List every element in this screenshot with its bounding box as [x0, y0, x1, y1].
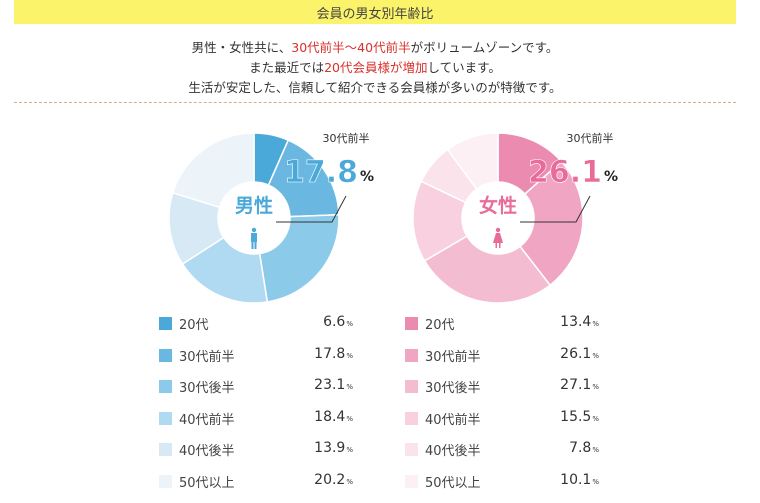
- male-legend-label: 40代前半: [179, 409, 235, 428]
- male-legend-value: 6.6%: [323, 314, 353, 330]
- female-legend-value: 15.5%: [560, 409, 599, 425]
- female-legend-label: 50代以上: [425, 472, 481, 491]
- female-legend-swatch: [405, 349, 418, 362]
- female-center-label: 女性: [479, 194, 517, 217]
- female-legend-label: 20代: [425, 314, 455, 333]
- female-legend-label: 30代後半: [425, 377, 481, 396]
- male-legend-label: 30代前半: [179, 346, 235, 365]
- male-legend-label: 20代: [179, 314, 209, 333]
- male-callout-unit: %: [360, 169, 374, 185]
- male-legend-swatch: [159, 349, 172, 362]
- male-legend-row: 30代後半 23.1%: [159, 377, 359, 409]
- female-legend-row: 20代 13.4%: [405, 314, 605, 346]
- male-legend-value: 23.1%: [314, 377, 353, 393]
- female-legend-row: 30代前半 26.1%: [405, 346, 605, 378]
- male-legend-label: 40代後半: [179, 440, 235, 459]
- female-donut-chart: 女性 30代前半 26.1%: [413, 131, 618, 303]
- male-center-label: 男性: [235, 194, 273, 217]
- male-callout-label: 30代前半: [323, 131, 370, 145]
- female-legend-value: 7.8%: [569, 440, 599, 456]
- male-legend-row: 50代以上 20.2%: [159, 472, 359, 503]
- female-legend-swatch: [405, 443, 418, 456]
- female-legend-swatch: [405, 317, 418, 330]
- male-donut-chart: 男性 30代前半 17.8%: [169, 131, 374, 303]
- female-legend-row: 30代後半 27.1%: [405, 377, 605, 409]
- male-legend-value: 13.9%: [314, 440, 353, 456]
- female-legend-value: 27.1%: [560, 377, 599, 393]
- male-legend-swatch: [159, 317, 172, 330]
- male-callout-value: 17.8: [284, 155, 358, 190]
- male-donut-hole: [218, 182, 290, 254]
- female-legend-label: 40代前半: [425, 409, 481, 428]
- female-legend-swatch: [405, 380, 418, 393]
- male-legend-row: 40代後半 13.9%: [159, 440, 359, 472]
- female-legend-swatch: [405, 475, 418, 488]
- male-legend-swatch: [159, 475, 172, 488]
- female-legend-row: 40代前半 15.5%: [405, 409, 605, 441]
- female-donut-hole: [462, 182, 534, 254]
- female-legend-row: 40代後半 7.8%: [405, 440, 605, 472]
- male-legend-swatch: [159, 380, 172, 393]
- male-legend-row: 20代 6.6%: [159, 314, 359, 346]
- female-legend-label: 40代後半: [425, 440, 481, 459]
- male-legend-value: 17.8%: [314, 346, 353, 362]
- female-legend-swatch: [405, 412, 418, 425]
- male-legend-swatch: [159, 443, 172, 456]
- female-callout-value: 26.1: [528, 155, 602, 190]
- female-callout-unit: %: [604, 169, 618, 185]
- male-legend-label: 30代後半: [179, 377, 235, 396]
- female-legend-label: 30代前半: [425, 346, 481, 365]
- male-legend-value: 18.4%: [314, 409, 353, 425]
- male-legend-row: 40代前半 18.4%: [159, 409, 359, 441]
- female-callout-label: 30代前半: [567, 131, 614, 145]
- female-legend-row: 50代以上 10.1%: [405, 472, 605, 503]
- female-legend-value: 13.4%: [560, 314, 599, 330]
- female-legend-value: 26.1%: [560, 346, 599, 362]
- male-legend-row: 30代前半 17.8%: [159, 346, 359, 378]
- male-legend-value: 20.2%: [314, 472, 353, 488]
- donut-charts: 男性 30代前半 17.8% 女性 30代前半 26.1%: [0, 0, 760, 490]
- male-legend-swatch: [159, 412, 172, 425]
- female-legend-value: 10.1%: [560, 472, 599, 488]
- male-legend-label: 50代以上: [179, 472, 235, 491]
